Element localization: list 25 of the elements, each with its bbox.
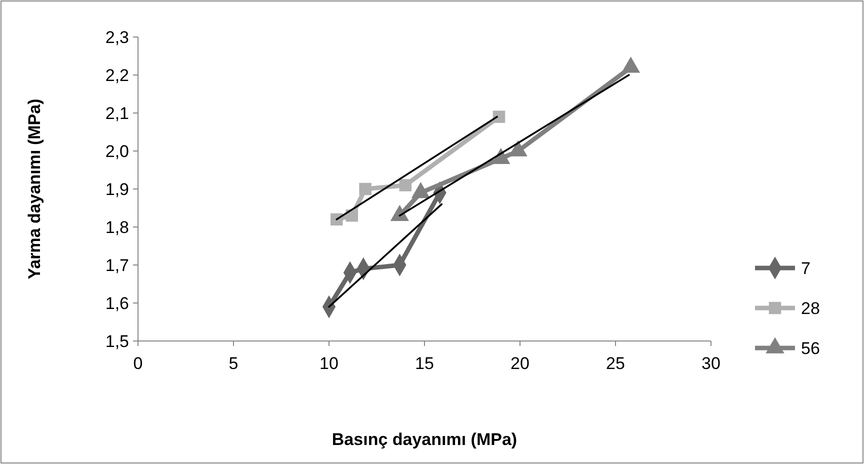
x-tick-label: 10 (320, 354, 338, 373)
x-tick-label: 20 (510, 354, 530, 373)
legend-label: 7 (801, 258, 810, 278)
x-tick-label: 0 (133, 354, 143, 373)
y-tick-label: 1,5 (105, 332, 129, 351)
y-tick-label: 2,3 (105, 28, 129, 47)
y-axis-title: Yarma dayanımı (MPa) (25, 98, 44, 280)
y-tick-label: 1,6 (105, 294, 129, 313)
x-tick-label: 25 (606, 354, 625, 373)
point (330, 213, 343, 226)
legend-label: 28 (801, 298, 820, 318)
x-axis-title: Basınç dayanımı (MPa) (332, 430, 518, 449)
y-tick-label: 1,9 (105, 180, 129, 199)
y-tick-label: 2,0 (105, 142, 129, 161)
point (399, 179, 412, 192)
y-tick-label: 1,7 (105, 256, 129, 275)
y-tick-label: 2,1 (105, 104, 129, 123)
y-tick-label: 1,8 (105, 218, 129, 237)
y-tick-label: 2,2 (105, 66, 129, 85)
x-tick-label: 30 (702, 354, 720, 373)
legend-label: 56 (801, 338, 820, 358)
x-tick-label: 5 (228, 354, 238, 373)
point (621, 56, 640, 73)
point (359, 182, 372, 196)
x-tick-label: 15 (415, 354, 434, 373)
